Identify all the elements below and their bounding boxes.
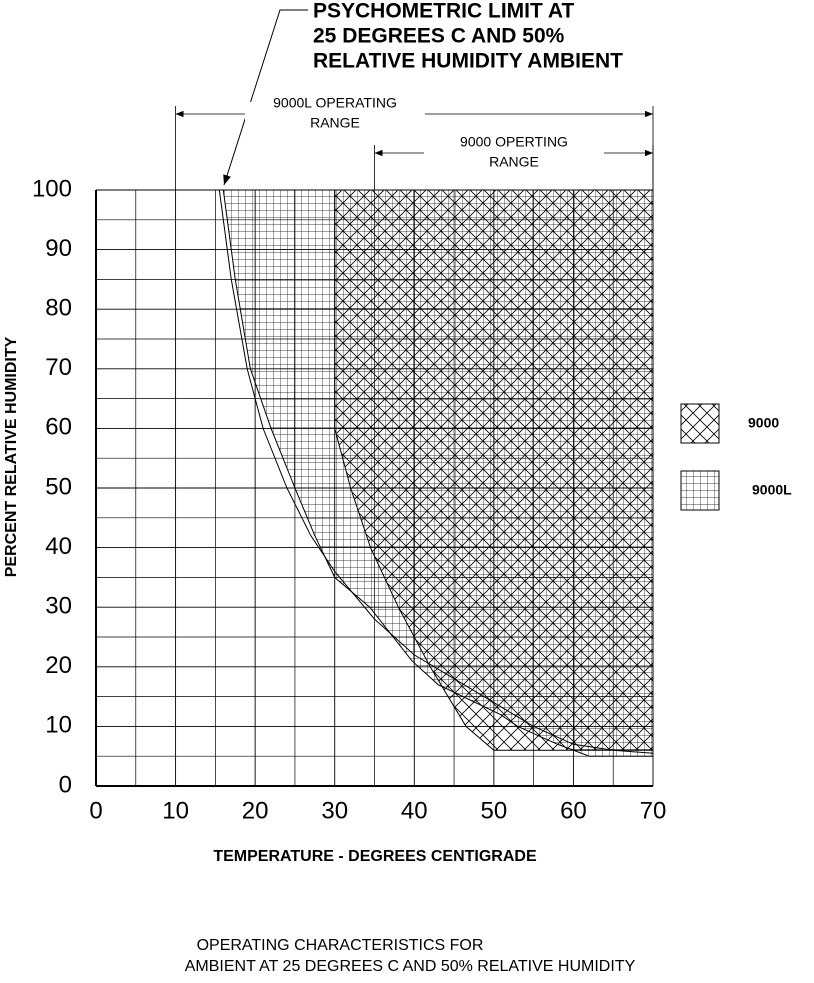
annotation: RELATIVE HUMIDITY AMBIENT xyxy=(313,50,623,73)
x-tick-label: 10 xyxy=(162,797,189,824)
x-tick-label: 0 xyxy=(89,797,102,824)
x-tick-label: 20 xyxy=(242,797,269,824)
label-bg xyxy=(245,102,425,124)
annotation: RANGE xyxy=(310,115,360,131)
caption: OPERATING CHARACTERISTICS FOR xyxy=(197,937,484,954)
annotation: RANGE xyxy=(489,154,539,170)
annotation-arrow xyxy=(223,9,308,186)
x-tick-label: 40 xyxy=(401,797,428,824)
y-tick-label: 30 xyxy=(45,593,72,620)
y-axis-label: PERCENT RELATIVE HUMIDITY xyxy=(3,336,20,577)
legend-swatch xyxy=(680,470,720,511)
x-tick-label: 30 xyxy=(321,797,348,824)
annotation: 9000 OPERTING xyxy=(460,134,568,150)
legend-swatch xyxy=(680,403,720,444)
annotation: 9000L OPERATING xyxy=(273,95,397,111)
x-axis-label: TEMPERATURE - DEGREES CENTIGRADE xyxy=(213,848,537,865)
caption: AMBIENT AT 25 DEGREES C AND 50% RELATIVE… xyxy=(185,958,636,975)
legend-label: 9000 xyxy=(748,415,779,431)
area xyxy=(222,189,654,757)
y-tick-label: 50 xyxy=(45,473,72,500)
y-tick-label: 0 xyxy=(59,771,72,798)
y-tick-label: 60 xyxy=(45,414,72,441)
x-tick-label: 50 xyxy=(481,797,508,824)
y-tick-label: 40 xyxy=(45,533,72,560)
y-tick-label: 80 xyxy=(45,295,72,322)
annotation: 25 DEGREES C AND 50% xyxy=(313,25,565,48)
y-tick-label: 70 xyxy=(45,354,72,381)
annotation: PSYCHOMETRIC LIMIT AT xyxy=(313,0,574,23)
y-tick-label: 20 xyxy=(45,652,72,679)
y-tick-label: 100 xyxy=(32,175,72,202)
y-tick-label: 10 xyxy=(45,712,72,739)
label-bg xyxy=(424,141,604,163)
legend-label: 9000L xyxy=(752,482,792,498)
x-tick-label: 60 xyxy=(560,797,587,824)
limit-curve xyxy=(218,189,654,754)
x-tick-label: 70 xyxy=(640,797,667,824)
y-tick-label: 90 xyxy=(45,235,72,262)
